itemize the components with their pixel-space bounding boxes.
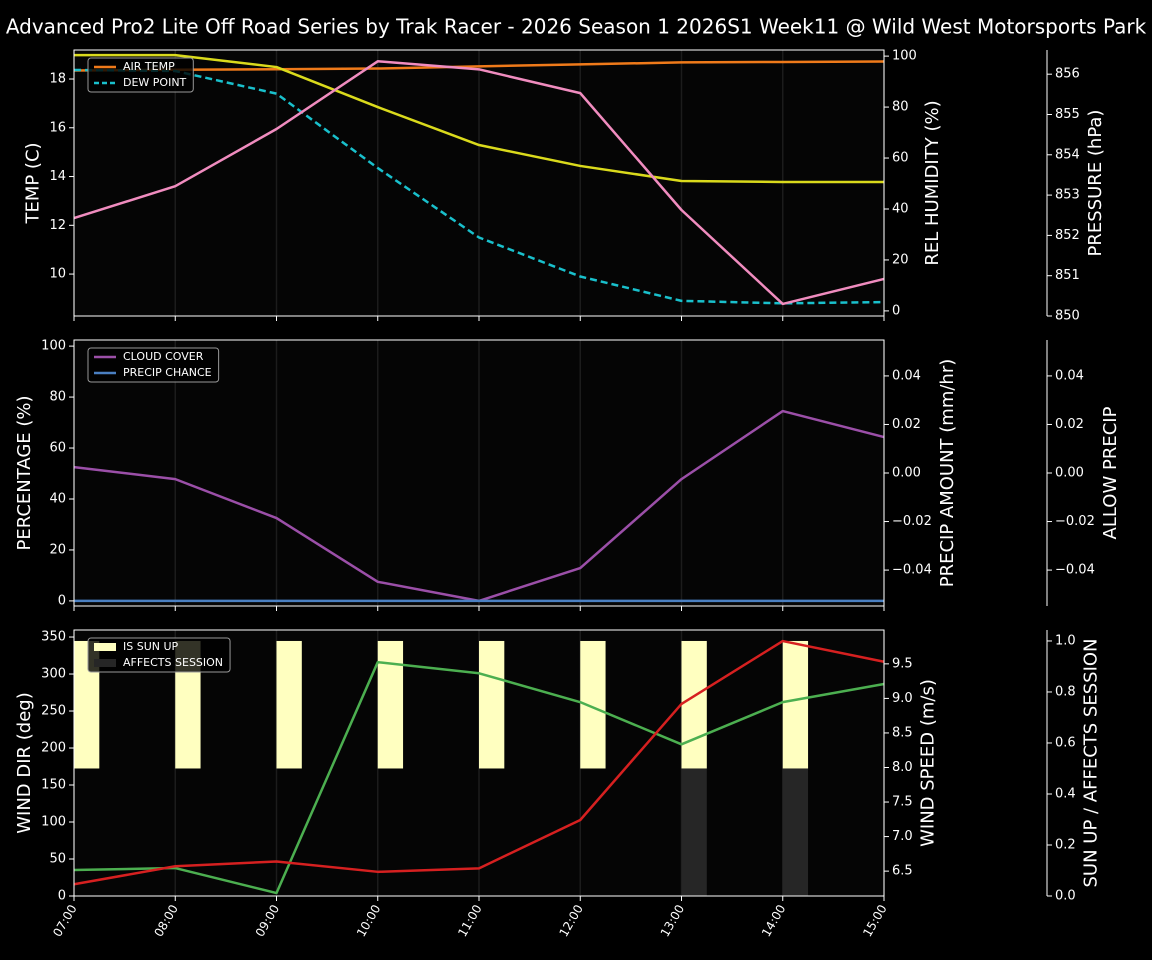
y2-tick-label: 0 — [892, 303, 900, 318]
y2-tick-label: 0.04 — [892, 368, 921, 383]
y3-axis-label: PRESSURE (hPa) — [1085, 110, 1106, 257]
y3-tick-label: 851 — [1055, 268, 1080, 283]
y-tick-label: 200 — [41, 741, 66, 756]
line-series — [73, 639, 885, 886]
y3-tick-label: 0.02 — [1055, 417, 1084, 432]
y3-tick-label: 855 — [1055, 107, 1080, 122]
legend-label: PRECIP CHANCE — [123, 366, 212, 379]
y3-tick-label: 0.8 — [1055, 684, 1076, 699]
y2-tick-label: 6.5 — [892, 864, 913, 879]
y-tick-label: 18 — [49, 72, 66, 87]
y-tick-label: 20 — [49, 542, 66, 557]
y-tick-label: 0 — [58, 889, 66, 904]
y3-tick-label: −0.02 — [1055, 514, 1095, 529]
y2-tick-label: 8.5 — [892, 725, 913, 740]
y3-tick-label: 853 — [1055, 188, 1080, 203]
bar — [377, 640, 404, 769]
bar — [681, 640, 707, 769]
y3-tick-label: 850 — [1055, 309, 1080, 324]
y2-axis-label: REL HUMIDITY (%) — [922, 100, 943, 265]
y2-tick-label: −0.04 — [892, 563, 932, 578]
y-tick-label: 40 — [49, 491, 66, 506]
line-series — [74, 53, 884, 184]
chart-title: Advanced Pro2 Lite Off Road Series by Tr… — [6, 15, 1147, 39]
y3-tick-label: 0.6 — [1055, 735, 1076, 750]
legend-box — [87, 637, 231, 673]
bar — [681, 768, 707, 896]
line-series — [73, 60, 885, 72]
legend-label: AFFECTS SESSION — [123, 656, 223, 669]
bar — [782, 640, 809, 769]
legend-label: CLOUD COVER — [123, 350, 204, 363]
legend-label: IS SUN UP — [123, 640, 179, 653]
y2-tick-label: 7.5 — [892, 795, 913, 810]
legend-label: DEW POINT — [123, 76, 187, 89]
y-tick-label: 80 — [49, 390, 66, 405]
line-series — [73, 60, 885, 306]
y-tick-label: 100 — [41, 339, 66, 354]
legend-swatch — [94, 659, 116, 667]
y2-axis-label: PRECIP AMOUNT (mm/hr) — [937, 359, 958, 588]
y2-tick-label: 0.00 — [892, 466, 921, 481]
y-tick-label: 300 — [41, 667, 66, 682]
y2-tick-label: 8.0 — [892, 760, 913, 775]
y3-tick-label: 0.04 — [1055, 368, 1084, 383]
y3-tick-label: 0.0 — [1055, 889, 1076, 904]
y2-tick-label: 100 — [892, 49, 917, 64]
legend-swatch — [94, 643, 116, 651]
y-tick-label: 150 — [41, 778, 66, 793]
y2-tick-label: 60 — [892, 151, 909, 166]
y2-tick-label: 40 — [892, 201, 909, 216]
y3-tick-label: 854 — [1055, 147, 1080, 162]
bar — [479, 640, 505, 769]
y2-tick-label: 0.02 — [892, 417, 921, 432]
y3-tick-label: 0.00 — [1055, 466, 1084, 481]
line-series — [73, 68, 885, 305]
y2-tick-label: 9.0 — [892, 691, 913, 706]
y-tick-label: 10 — [49, 267, 66, 282]
legend: IS SUN UP AFFECTS SESSION — [87, 637, 231, 673]
y-tick-label: 60 — [49, 441, 66, 456]
y-tick-label: 16 — [49, 120, 66, 135]
y2-tick-label: 80 — [892, 100, 909, 115]
y-tick-label: 250 — [41, 704, 66, 719]
legend-label: AIR TEMP — [123, 60, 175, 73]
y-tick-label: 12 — [49, 218, 66, 233]
line-series — [73, 660, 885, 895]
y2-tick-label: 20 — [892, 252, 909, 267]
y3-tick-label: 0.4 — [1055, 786, 1076, 801]
y3-axis-label: SUN UP / AFFECTS SESSION — [1081, 638, 1102, 887]
y2-tick-label: 9.5 — [892, 656, 913, 671]
bar — [276, 640, 302, 769]
y3-tick-label: 856 — [1055, 67, 1080, 82]
y-axis-label: TEMP (C) — [22, 142, 43, 224]
y3-tick-label: 1.0 — [1055, 633, 1076, 648]
y3-tick-label: 0.2 — [1055, 837, 1076, 852]
y3-tick-label: 852 — [1055, 228, 1080, 243]
y-tick-label: 350 — [41, 630, 66, 645]
y-tick-label: 50 — [49, 852, 66, 867]
y-tick-label: 14 — [49, 169, 66, 184]
y-tick-label: 100 — [41, 815, 66, 830]
y-axis-label: WIND DIR (deg) — [14, 692, 35, 834]
y2-axis-label: WIND SPEED (m/s) — [918, 679, 939, 847]
y2-tick-label: 7.0 — [892, 829, 913, 844]
y3-axis-label: ALLOW PRECIP — [1100, 406, 1121, 539]
legend: AIR TEMP DEW POINT — [87, 57, 194, 93]
legend-box — [87, 347, 220, 383]
y2-tick-label: −0.02 — [892, 514, 932, 529]
y-axis-label: PERCENTAGE (%) — [14, 395, 35, 550]
y3-tick-label: −0.04 — [1055, 563, 1095, 578]
bar — [782, 768, 809, 896]
legend: CLOUD COVER PRECIP CHANCE — [87, 347, 220, 383]
y-tick-label: 0 — [58, 593, 66, 608]
